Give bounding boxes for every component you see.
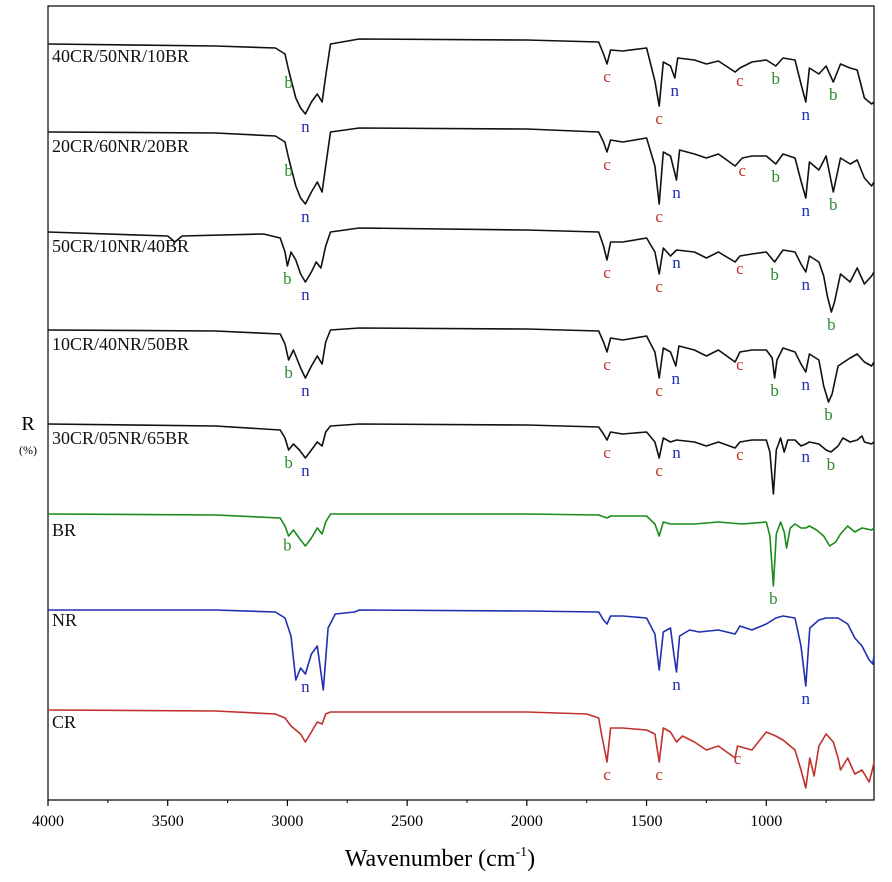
peak-label-30cr-05nr-65br-c-1447: c bbox=[655, 461, 663, 480]
peak-label-40cr-50nr-10br-n-835: n bbox=[802, 105, 811, 124]
peak-label-20cr-60nr-20br-b-960: b bbox=[772, 167, 781, 186]
peak-label-10cr-40nr-50br-n-835: n bbox=[802, 375, 811, 394]
plot-frame bbox=[47, 5, 875, 801]
x-tick-label-1500: 1500 bbox=[631, 813, 663, 830]
peak-label-40cr-50nr-10br-c-1665: c bbox=[603, 67, 611, 86]
peak-label-40cr-50nr-10br-b-2995: b bbox=[284, 73, 293, 92]
peak-label-20cr-60nr-20br-b-2995: b bbox=[284, 161, 293, 180]
series-label-30cr-05nr-65br: 30CR/05NR/65BR bbox=[52, 428, 189, 448]
peak-label-20cr-60nr-20br-n-2925: n bbox=[301, 207, 310, 226]
peak-label-30cr-05nr-65br-b-2995: b bbox=[284, 453, 293, 472]
y-axis-unit: (%) bbox=[19, 443, 37, 457]
peak-label-20cr-60nr-20br-n-1375: n bbox=[672, 183, 681, 202]
peak-label-30cr-05nr-65br-c-1665: c bbox=[603, 443, 611, 462]
peak-label-cr-c-1665: c bbox=[603, 765, 611, 784]
peak-label-40cr-50nr-10br-c-1110: c bbox=[736, 71, 744, 90]
peak-label-40cr-50nr-10br-n-2925: n bbox=[301, 117, 310, 136]
peak-label-30cr-05nr-65br-n-1375: n bbox=[672, 443, 681, 462]
peak-label-10cr-40nr-50br-c-1447: c bbox=[655, 381, 663, 400]
peak-label-10cr-40nr-50br-n-1378: n bbox=[672, 369, 681, 388]
series-line-40cr-50nr-10br bbox=[47, 38, 875, 115]
peak-label-10cr-40nr-50br-c-1110: c bbox=[736, 355, 744, 374]
peak-label-30cr-05nr-65br-n-835: n bbox=[802, 447, 811, 466]
peak-label-50cr-10nr-40br-b-728: b bbox=[827, 315, 836, 334]
peak-label-10cr-40nr-50br-b-2995: b bbox=[284, 363, 293, 382]
x-tick-label-4000: 4000 bbox=[32, 813, 64, 830]
x-axis-label-superscript: -1 bbox=[516, 845, 528, 860]
series-layer bbox=[47, 38, 875, 789]
series-label-50cr-10nr-40br: 50CR/10NR/40BR bbox=[52, 236, 189, 256]
series-line-50cr-10nr-40br bbox=[47, 227, 875, 313]
series-label-cr: CR bbox=[52, 712, 76, 732]
peak-label-50cr-10nr-40br-c-1110: c bbox=[736, 259, 744, 278]
series-line-cr bbox=[47, 709, 875, 789]
series-label-layer: 40CR/50NR/10BR 20CR/60NR/20BR 50CR/10NR/40… bbox=[52, 46, 189, 732]
peak-label-br-b-3000: b bbox=[283, 536, 292, 555]
x-tick-label-1000: 1000 bbox=[750, 813, 782, 830]
series-line-20cr-60nr-20br bbox=[47, 127, 875, 205]
peak-label-20cr-60nr-20br-b-720: b bbox=[829, 195, 838, 214]
peak-label-nr-n-835: n bbox=[802, 689, 811, 708]
peak-label-nr-n-2925: n bbox=[301, 677, 310, 696]
x-tick-label-3500: 3500 bbox=[152, 813, 184, 830]
series-label-20cr-60nr-20br: 20CR/60NR/20BR bbox=[52, 136, 189, 156]
x-axis-label: Wavenumber (cm-1) bbox=[345, 845, 535, 872]
peak-label-20cr-60nr-20br-n-835: n bbox=[802, 201, 811, 220]
peak-label-30cr-05nr-65br-c-1110: c bbox=[736, 445, 744, 464]
peak-label-50cr-10nr-40br-b-965: b bbox=[770, 265, 779, 284]
x-axis-label-main: Wavenumber (cm bbox=[345, 846, 516, 872]
series-label-br: BR bbox=[52, 520, 76, 540]
peak-label-cr-c-1447: c bbox=[655, 765, 663, 784]
series-line-30cr-05nr-65br bbox=[47, 423, 875, 495]
series-line-br bbox=[47, 513, 875, 587]
peak-label-40cr-50nr-10br-c-1447: c bbox=[655, 109, 663, 128]
x-axis-ticks: 4000 3500 3000 2500 2000 1500 1000 bbox=[32, 800, 827, 830]
peak-label-50cr-10nr-40br-n-835: n bbox=[802, 275, 811, 294]
peak-label-40cr-50nr-10br-b-720: b bbox=[829, 85, 838, 104]
peak-label-10cr-40nr-50br-c-1665: c bbox=[603, 355, 611, 374]
peak-label-10cr-40nr-50br-b-965: b bbox=[770, 381, 779, 400]
peak-label-30cr-05nr-65br-b-730: b bbox=[827, 455, 836, 474]
x-axis-label-close: ) bbox=[527, 846, 535, 872]
peak-label-30cr-05nr-65br-n-2925: n bbox=[301, 461, 310, 480]
peak-label-50cr-10nr-40br-n-1375: n bbox=[672, 253, 681, 272]
peak-label-50cr-10nr-40br-c-1665: c bbox=[603, 263, 611, 282]
series-label-nr: NR bbox=[52, 610, 77, 630]
peak-label-40cr-50nr-10br-n-1382: n bbox=[671, 81, 680, 100]
peak-label-20cr-60nr-20br-c-1665: c bbox=[603, 155, 611, 174]
x-tick-label-2500: 2500 bbox=[391, 813, 423, 830]
peak-label-50cr-10nr-40br-b-3000: b bbox=[283, 269, 292, 288]
peak-label-br-b-970: b bbox=[769, 589, 778, 608]
series-label-40cr-50nr-10br: 40CR/50NR/10BR bbox=[52, 46, 189, 66]
series-label-10cr-40nr-50br: 10CR/40NR/50BR bbox=[52, 334, 189, 354]
peak-label-10cr-40nr-50br-n-2925: n bbox=[301, 381, 310, 400]
x-tick-label-2000: 2000 bbox=[511, 813, 543, 830]
peak-label-50cr-10nr-40br-c-1447: c bbox=[655, 277, 663, 296]
peak-label-cr-c-1120: c bbox=[734, 749, 742, 768]
y-axis-label: R bbox=[21, 413, 35, 435]
peak-label-20cr-60nr-20br-c-1447: c bbox=[655, 207, 663, 226]
peak-label-50cr-10nr-40br-n-2925: n bbox=[301, 285, 310, 304]
peak-label-nr-n-1375: n bbox=[672, 675, 681, 694]
series-line-10cr-40nr-50br bbox=[47, 327, 875, 403]
series-line-nr bbox=[48, 609, 875, 691]
x-tick-label-3000: 3000 bbox=[271, 813, 303, 830]
peak-label-40cr-50nr-10br-b-960: b bbox=[772, 69, 781, 88]
peak-label-10cr-40nr-50br-b-740: b bbox=[824, 405, 833, 424]
peak-label-20cr-60nr-20br-c-1100: c bbox=[739, 161, 747, 180]
